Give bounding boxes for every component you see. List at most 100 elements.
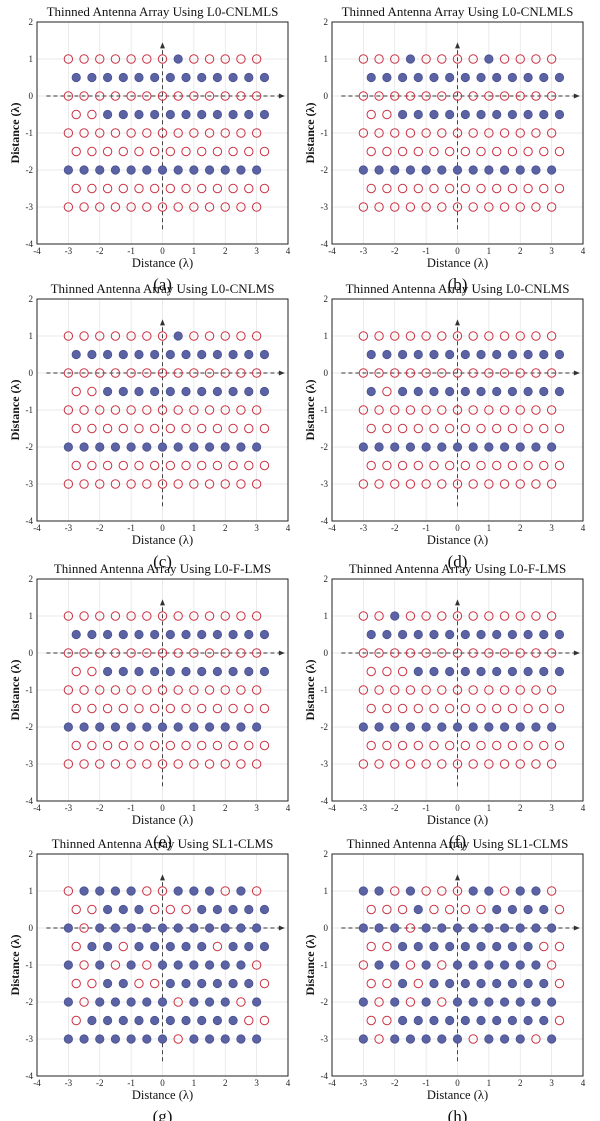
inactive-element xyxy=(531,54,541,64)
active-element xyxy=(181,386,191,397)
inactive-element xyxy=(110,405,121,415)
inactive-element xyxy=(63,202,74,212)
x-tick-label: -4 xyxy=(328,523,336,533)
active-element xyxy=(142,1034,152,1044)
active-element xyxy=(413,666,423,677)
inactive-element xyxy=(405,331,416,341)
y-axis-arrow xyxy=(160,874,165,881)
active-element xyxy=(212,904,223,915)
inactive-element xyxy=(220,368,230,378)
active-element xyxy=(150,629,160,640)
y-tick-label: 2 xyxy=(324,574,329,584)
active-element xyxy=(468,997,478,1007)
active-element xyxy=(484,442,494,452)
active-element xyxy=(181,349,191,360)
inactive-element xyxy=(444,183,455,194)
active-element xyxy=(539,72,549,83)
active-element xyxy=(492,1015,502,1026)
active-element xyxy=(421,960,431,970)
active-element xyxy=(252,923,262,933)
active-element xyxy=(515,1034,525,1044)
inactive-element xyxy=(468,331,478,341)
x-axis-label: Distance (λ) xyxy=(427,533,488,547)
inactive-element xyxy=(452,759,463,769)
x-tick-label: -4 xyxy=(33,246,41,256)
active-element xyxy=(79,722,89,732)
inactive-element xyxy=(220,128,230,138)
inactive-element xyxy=(71,904,81,915)
active-element xyxy=(374,722,384,732)
inactive-element xyxy=(259,1015,270,1026)
active-element xyxy=(126,165,136,175)
active-element xyxy=(515,960,525,970)
panel-caption: (a) xyxy=(153,275,172,294)
inactive-element xyxy=(189,128,199,138)
inactive-element xyxy=(126,405,136,415)
inactive-element xyxy=(484,368,494,378)
x-tick-label: 2 xyxy=(518,523,523,533)
inactive-element xyxy=(204,128,215,138)
active-element xyxy=(204,1034,215,1044)
active-element xyxy=(437,165,447,175)
inactive-element xyxy=(437,960,447,970)
active-element xyxy=(189,886,199,896)
x-tick-label: 3 xyxy=(254,246,259,256)
active-element xyxy=(228,629,238,640)
inactive-element xyxy=(126,648,136,658)
active-element xyxy=(102,1015,113,1026)
active-element xyxy=(197,904,207,915)
active-element xyxy=(244,941,254,952)
inactive-element xyxy=(142,648,152,658)
active-element xyxy=(358,997,368,1007)
inactive-element xyxy=(181,183,191,194)
inactive-element xyxy=(484,648,494,658)
inactive-element xyxy=(87,740,97,751)
active-element xyxy=(382,629,392,640)
active-element xyxy=(413,941,423,952)
inactive-element xyxy=(437,405,447,415)
x-tick-label: 3 xyxy=(254,1078,259,1088)
inactive-element xyxy=(157,128,168,138)
inactive-element xyxy=(251,611,262,621)
active-element xyxy=(539,629,549,640)
active-element xyxy=(539,109,549,120)
active-element xyxy=(102,386,113,397)
active-element xyxy=(452,1034,463,1044)
inactive-element xyxy=(110,648,121,658)
inactive-element xyxy=(228,703,238,714)
inactive-element xyxy=(366,703,376,714)
x-tick-label: -3 xyxy=(360,803,368,813)
inactive-element xyxy=(197,423,207,434)
inactive-element xyxy=(390,886,400,896)
inactive-element xyxy=(507,740,518,751)
active-element xyxy=(358,1034,368,1044)
inactive-element xyxy=(390,648,400,658)
inactive-element xyxy=(523,183,533,194)
inactive-element xyxy=(181,146,191,157)
active-element xyxy=(228,386,238,397)
inactive-element xyxy=(244,1015,254,1026)
inactive-element xyxy=(413,460,423,471)
inactive-element xyxy=(413,146,423,157)
active-element xyxy=(165,666,175,677)
active-element xyxy=(405,722,416,732)
inactive-element xyxy=(515,759,525,769)
active-element xyxy=(142,923,152,933)
active-element xyxy=(259,386,270,397)
y-tick-label: 1 xyxy=(29,886,34,896)
x-tick-label: 0 xyxy=(160,1078,165,1088)
inactive-element xyxy=(149,904,160,915)
chart-title: Thinned Antenna Array Using L0-F-LMS xyxy=(349,561,566,576)
active-element xyxy=(259,904,270,915)
inactive-element xyxy=(554,941,565,952)
inactive-element xyxy=(63,479,74,489)
inactive-element xyxy=(251,202,262,212)
inactive-element xyxy=(437,479,447,489)
inactive-element xyxy=(251,759,262,769)
active-element xyxy=(358,722,368,732)
active-element xyxy=(499,722,510,732)
active-element xyxy=(126,442,136,452)
inactive-element xyxy=(181,904,191,915)
y-tick-label: -1 xyxy=(26,128,34,138)
active-element xyxy=(150,386,160,397)
